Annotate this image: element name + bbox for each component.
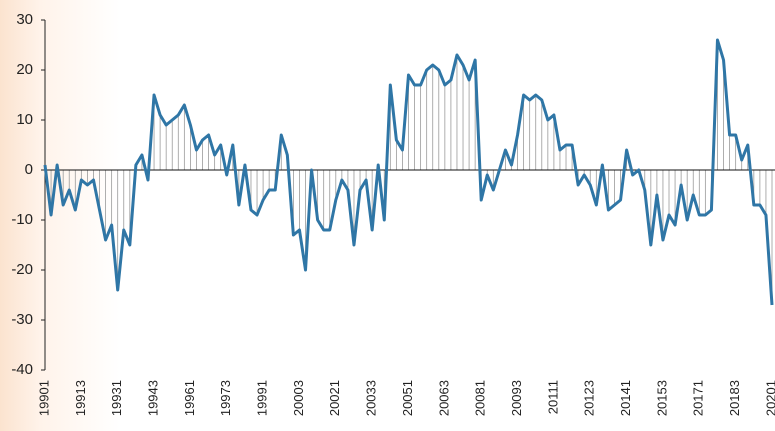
- x-tick-label: 19943: [145, 380, 160, 416]
- y-tick-label: -10: [11, 211, 33, 228]
- y-tick-label: 10: [16, 111, 33, 128]
- y-tick-label: -30: [11, 311, 33, 328]
- x-tick-label: 20081: [473, 380, 488, 416]
- x-tick-label: 20123: [582, 380, 597, 416]
- y-tick-label: 30: [16, 11, 33, 28]
- x-tick-label: 20183: [727, 380, 742, 416]
- x-tick-label: 20033: [364, 380, 379, 416]
- x-tick-label: 20153: [654, 380, 669, 416]
- y-tick-label: -20: [11, 261, 33, 278]
- x-tick-label: 20141: [618, 380, 633, 416]
- line-series: [43, 38, 774, 306]
- x-tick-label: 19931: [109, 380, 124, 416]
- x-tick-label: 19961: [182, 380, 197, 416]
- x-tick-label: 19901: [36, 380, 51, 416]
- y-tick-label: -40: [11, 361, 33, 378]
- x-tick-label: 20201: [763, 380, 775, 416]
- x-tick-label: 20063: [436, 380, 451, 416]
- x-tick-label: 20003: [291, 380, 306, 416]
- y-tick-label: 0: [25, 161, 33, 178]
- x-tick-label: 20051: [400, 380, 415, 416]
- x-tick-label: 19991: [255, 380, 270, 416]
- x-tick-label: 20111: [545, 380, 560, 414]
- x-tick-label: 20171: [691, 380, 706, 416]
- x-tick-label: 20021: [327, 380, 342, 416]
- x-tick-label: 20093: [509, 380, 524, 416]
- x-tick-label: 19973: [218, 380, 233, 416]
- y-tick-label: 20: [16, 61, 33, 78]
- x-tick-label: 19913: [73, 380, 88, 416]
